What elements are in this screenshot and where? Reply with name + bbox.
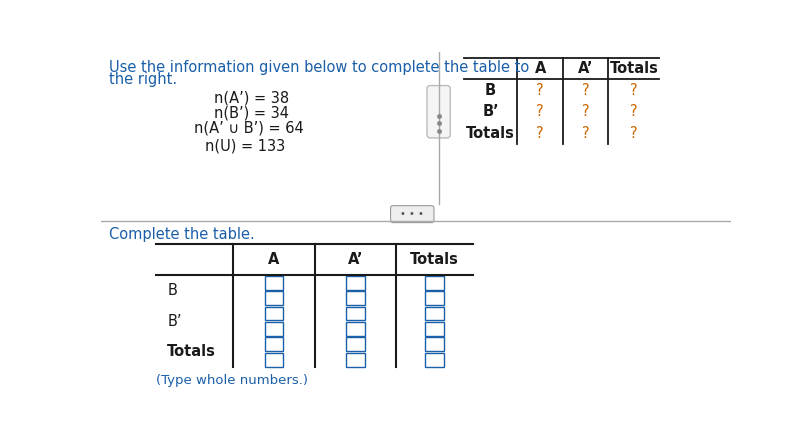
Bar (345, 337, 364, 351)
Bar (264, 291, 283, 305)
Text: ?: ? (581, 83, 589, 98)
Bar (345, 322, 364, 336)
Text: A’: A’ (577, 61, 593, 76)
Bar (425, 337, 444, 351)
Text: Totals: Totals (609, 61, 658, 76)
Bar (264, 322, 283, 336)
Text: B’: B’ (482, 104, 498, 119)
Text: the right.: the right. (109, 73, 177, 87)
Text: ?: ? (581, 104, 589, 119)
Text: B’: B’ (167, 314, 182, 329)
Text: ?: ? (581, 126, 589, 141)
Text: ?: ? (629, 104, 637, 119)
Bar (425, 291, 444, 305)
Text: Use the information given below to complete the table to: Use the information given below to compl… (109, 60, 529, 75)
Bar (345, 353, 364, 367)
FancyBboxPatch shape (390, 206, 433, 222)
Text: ?: ? (629, 83, 637, 98)
Text: (Type whole numbers.): (Type whole numbers.) (156, 374, 307, 387)
Bar (264, 276, 283, 290)
Text: Complete the table.: Complete the table. (109, 227, 255, 242)
Text: ?: ? (536, 83, 543, 98)
Bar (425, 306, 444, 320)
Bar (425, 322, 444, 336)
Bar (345, 291, 364, 305)
Bar (264, 337, 283, 351)
Text: ?: ? (536, 126, 543, 141)
Text: n(A’) = 38: n(A’) = 38 (213, 90, 289, 105)
Text: Totals: Totals (410, 252, 459, 267)
Bar (264, 306, 283, 320)
Bar (345, 276, 364, 290)
Text: Totals: Totals (466, 126, 514, 141)
Text: ?: ? (536, 104, 543, 119)
Text: • • •: • • • (400, 209, 423, 219)
Bar (425, 353, 444, 367)
Bar (345, 306, 364, 320)
FancyBboxPatch shape (427, 86, 449, 138)
Text: n(A’ ∪ B’) = 64: n(A’ ∪ B’) = 64 (195, 121, 304, 136)
Bar (425, 276, 444, 290)
Text: A: A (534, 61, 545, 76)
Text: B: B (167, 283, 177, 298)
Text: n(U) = 133: n(U) = 133 (204, 139, 285, 154)
Text: B: B (484, 83, 496, 98)
Text: A: A (268, 252, 279, 267)
Bar (264, 353, 283, 367)
Text: n(B’) = 34: n(B’) = 34 (213, 106, 289, 121)
Text: ?: ? (629, 126, 637, 141)
Text: Totals: Totals (167, 344, 216, 360)
Text: A’: A’ (347, 252, 363, 267)
